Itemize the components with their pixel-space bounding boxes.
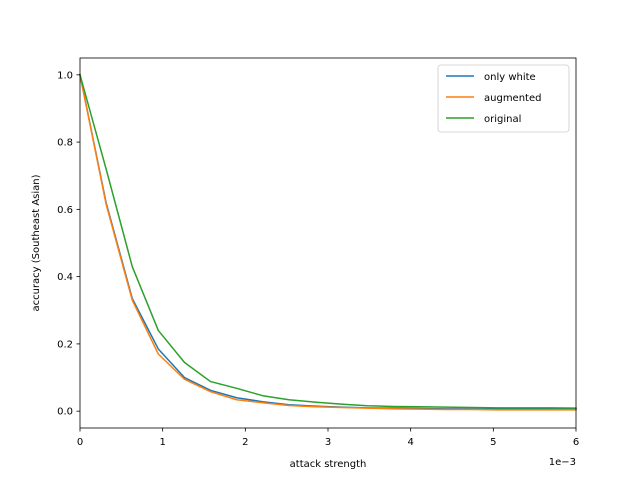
legend: only white augmented original xyxy=(437,64,570,133)
x-tick-label: 5 xyxy=(490,437,496,448)
y-tick-label: 0.6 xyxy=(57,205,73,216)
legend-label-augmented: augmented xyxy=(484,93,541,104)
y-tick-label: 0.0 xyxy=(57,407,73,418)
series-line-augmented xyxy=(79,73,577,411)
x-axis-label: attack strength xyxy=(290,459,367,470)
y-tick-label: 1.0 xyxy=(57,70,73,81)
y-tick-label: 0.8 xyxy=(57,138,73,149)
y-tick-label: 0.4 xyxy=(57,272,73,283)
x-axis: 0 1 2 3 4 5 6 xyxy=(77,428,579,448)
y-axis: 0.0 0.2 0.4 0.6 0.8 1.0 xyxy=(57,70,80,418)
x-offset-text: 1e−3 xyxy=(549,457,576,468)
x-tick-label: 0 xyxy=(77,437,83,448)
series-layer xyxy=(79,73,577,411)
x-tick-label: 3 xyxy=(325,437,331,448)
x-tick-label: 4 xyxy=(407,437,413,448)
x-tick-label: 6 xyxy=(573,437,579,448)
legend-label-original: original xyxy=(484,114,521,125)
x-tick-label: 1 xyxy=(159,437,165,448)
y-tick-label: 0.2 xyxy=(57,339,73,350)
x-tick-label: 2 xyxy=(242,437,248,448)
series-line-original xyxy=(79,73,577,409)
legend-box xyxy=(437,64,570,133)
y-axis-label: accuracy (Southeast Asian) xyxy=(31,174,42,311)
legend-label-only-white: only white xyxy=(484,72,536,83)
